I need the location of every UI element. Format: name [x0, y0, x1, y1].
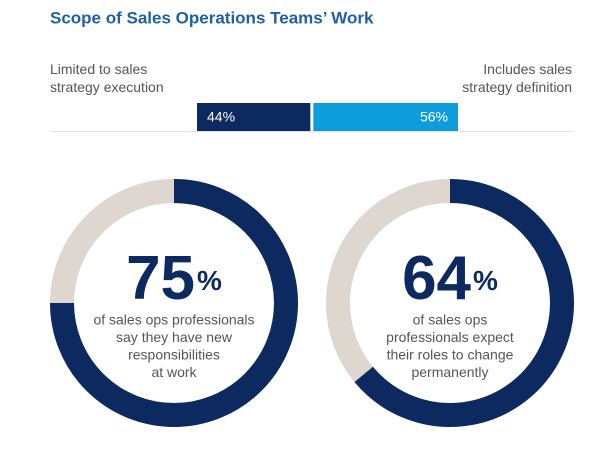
big-number: 64%	[402, 244, 498, 313]
value-label: 56%	[420, 109, 448, 125]
number: 75	[126, 244, 195, 313]
donut-arc	[50, 179, 298, 427]
description-line: say they have new	[116, 329, 233, 345]
description-line: of sales ops	[413, 312, 488, 328]
bar-segment	[313, 103, 458, 131]
chart-title: Scope of Sales Operations Teams’ Work	[50, 8, 374, 27]
legend-left: Limited to sales strategy execution	[50, 61, 164, 95]
number: 64	[402, 244, 471, 313]
description-line: their roles to change	[387, 347, 514, 363]
unit: %	[197, 265, 222, 296]
description-line: professionals expect	[386, 329, 514, 345]
description-line: responsibilities	[128, 347, 220, 363]
value-label: 44%	[207, 109, 235, 125]
description-line: at work	[151, 364, 197, 380]
unit: %	[473, 265, 498, 296]
donut-arc	[354, 179, 574, 427]
description-line: of sales ops professionals	[93, 312, 254, 328]
bar-segment	[197, 103, 311, 131]
big-number: 75%	[126, 244, 222, 313]
description-line: permanently	[411, 364, 488, 380]
legend-right: Includes sales strategy definition	[462, 61, 572, 95]
